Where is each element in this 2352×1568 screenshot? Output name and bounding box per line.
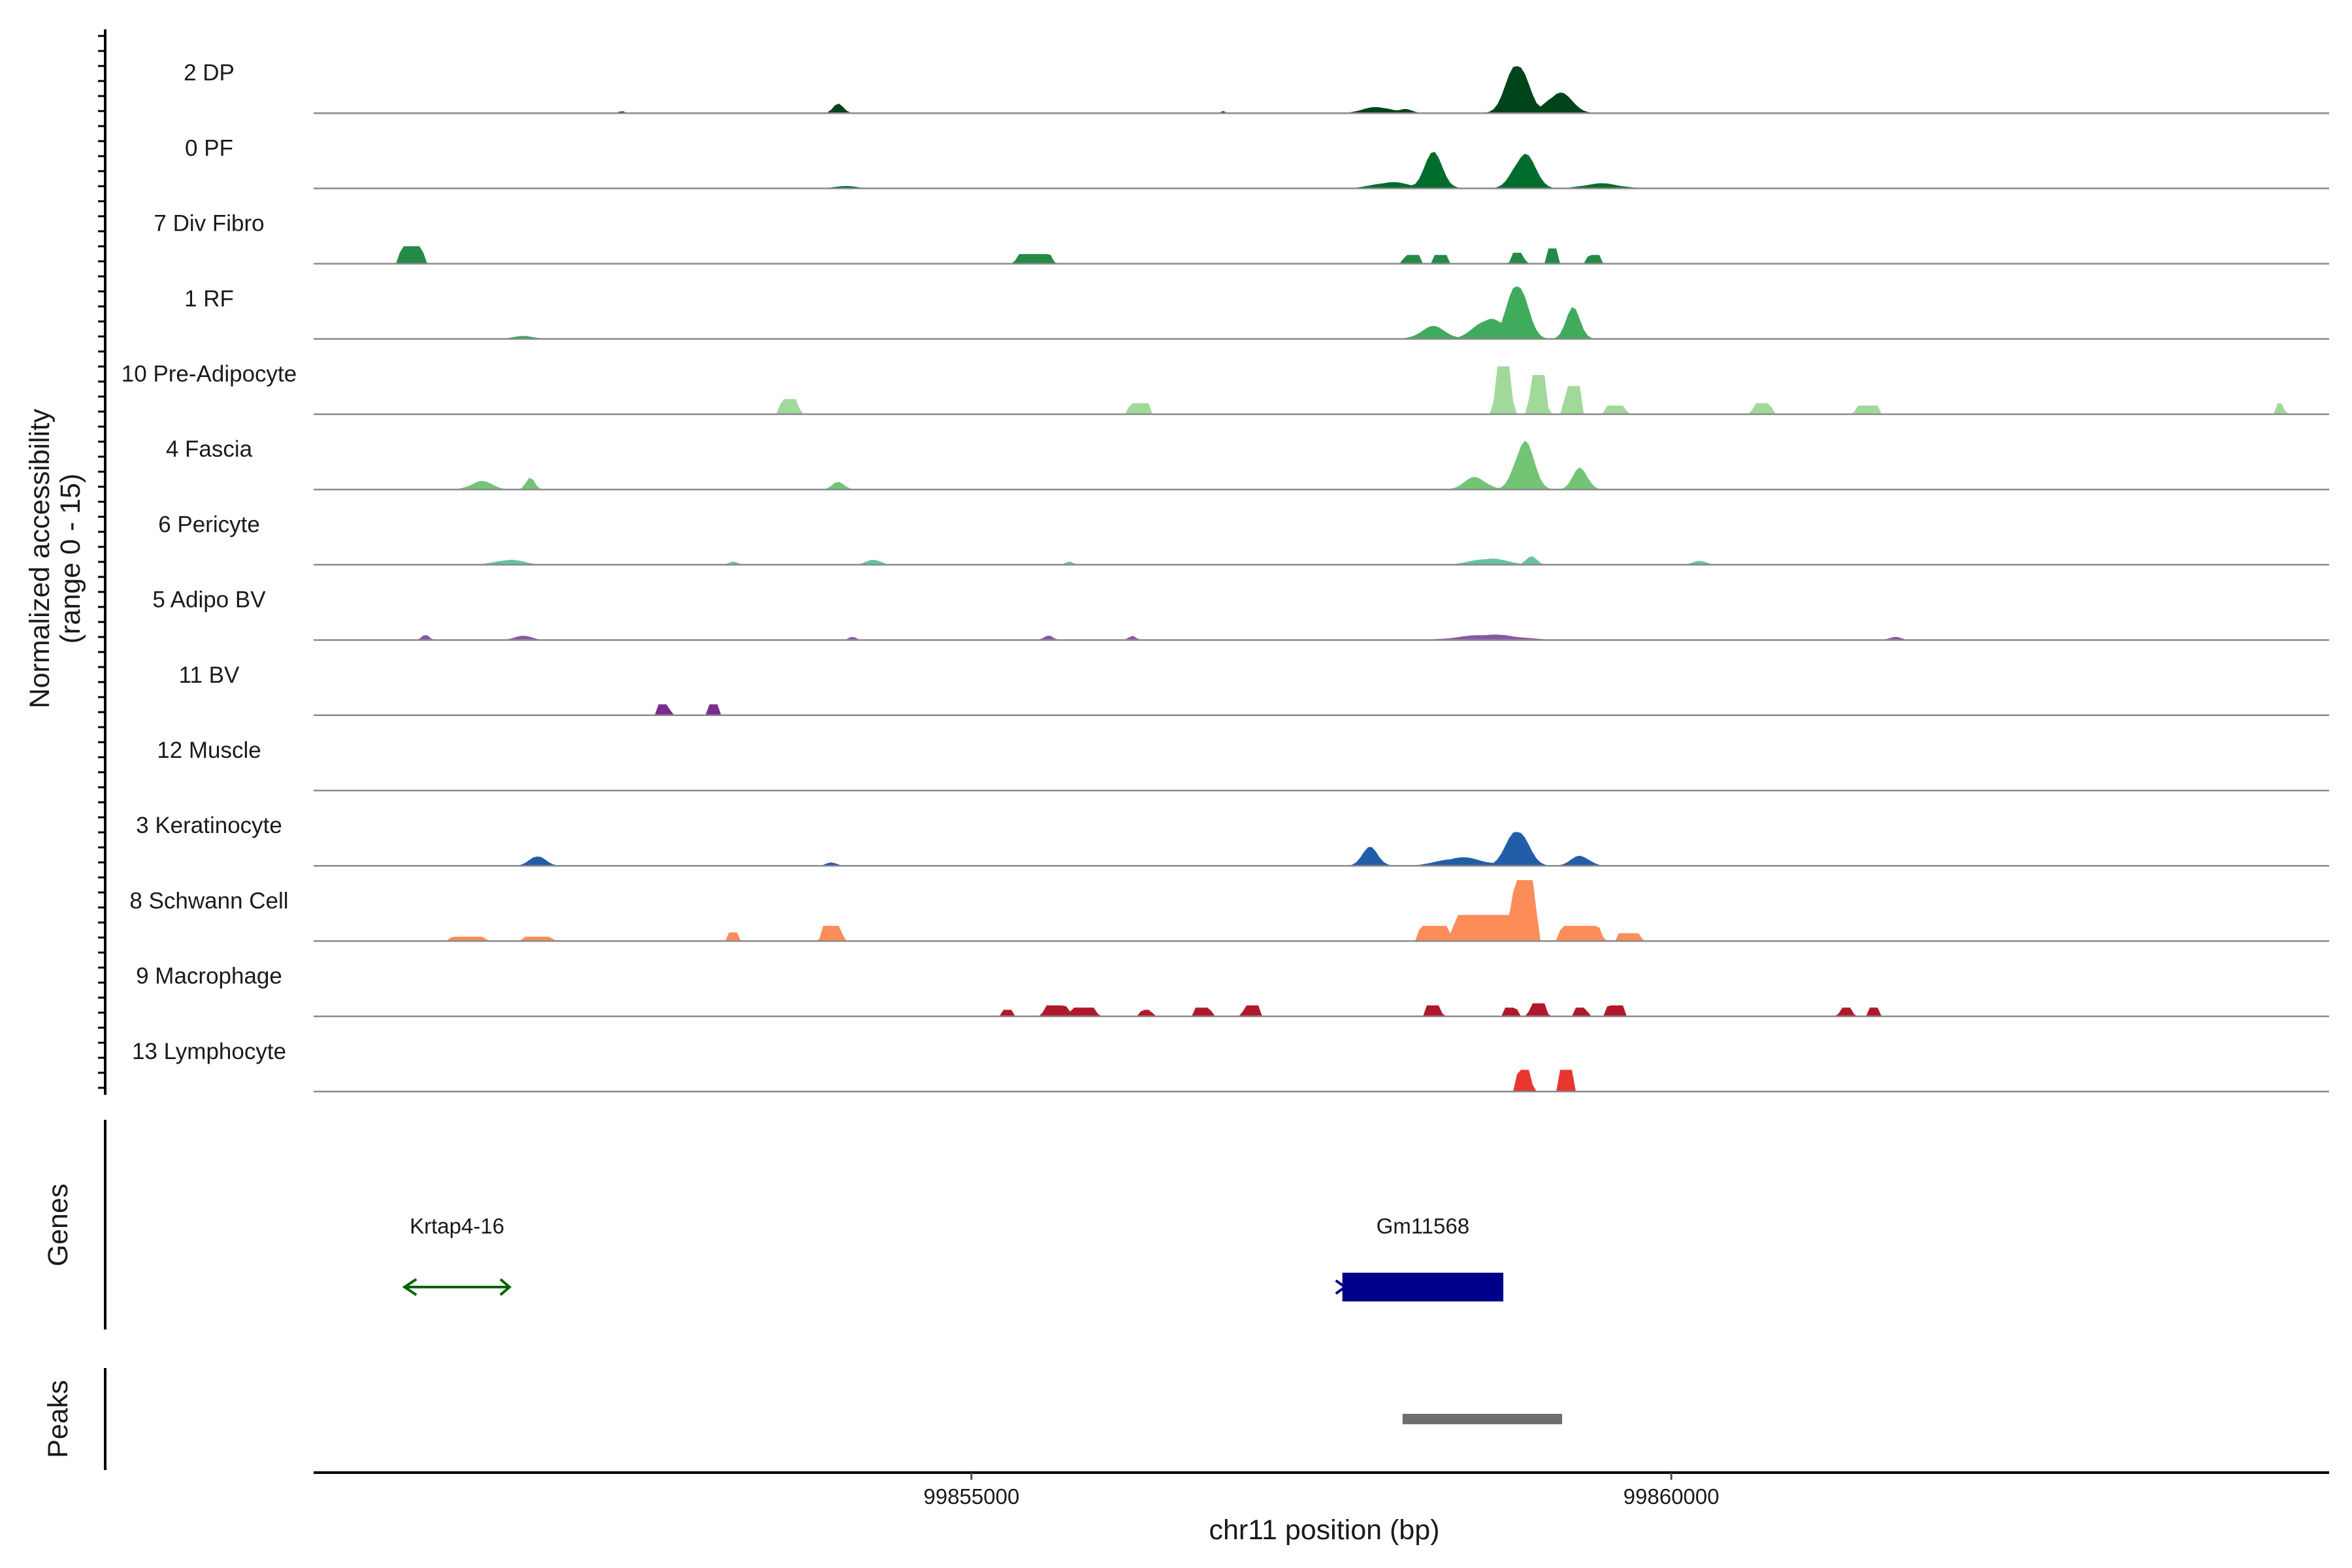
track-label: 1 RF [184,286,234,312]
track-4: 1 RF [184,286,2329,340]
track-13: 9 Macrophage [136,964,2329,1017]
genes-track-title: Genes [42,1184,74,1267]
track-label: 4 Fascia [166,436,253,462]
track-8: 5 Adipo BV [152,587,2329,641]
track-7: 6 Pericyte [158,512,2329,566]
track-10: 12 Muscle [157,738,2329,792]
track-label: 9 Macrophage [136,964,282,989]
peaks-track [1402,1414,1562,1424]
track-3: 7 Div Fibro [154,211,2329,265]
coverage-tracks: 2 DP 0 PF 7 Div Fibro 1 RF 10 Pre-Adipocyte 4… [122,60,2329,1093]
y-axis-subtitle: (range 0 - 15) [55,474,86,644]
track-label: 5 Adipo BV [152,587,266,613]
coverage-area [314,704,2329,715]
coverage-area [314,832,2329,866]
gene-gm11568: Gm11568 [1335,1214,1504,1301]
track-label: 12 Muscle [157,738,261,763]
coverage-area [314,152,2329,189]
coverage-area [314,66,2329,114]
x-tick-label: 99860000 [1624,1484,1720,1509]
coverage-area [314,880,2329,941]
track-14: 13 Lymphocyte [132,1039,2329,1093]
track-11: 3 Keratinocyte [136,813,2329,867]
coverage-area [314,440,2329,490]
track-label: 3 Keratinocyte [136,813,282,838]
track-label: 6 Pericyte [158,512,260,537]
track-5: 10 Pre-Adipocyte [122,361,2329,416]
strand-arrow-icon [402,1278,417,1296]
coverage-area [314,246,2329,264]
track-label: 8 Schwann Cell [129,888,288,913]
coverage-area [314,556,2329,565]
track-label: 11 BV [179,662,240,688]
track-1: 2 DP [184,60,2329,114]
track-label: 13 Lymphocyte [132,1039,286,1064]
x-axis-title: chr11 position (bp) [1209,1514,1440,1546]
gene-krtap4-16: Krtap4-16 [402,1214,512,1296]
coverage-area [314,1003,2329,1017]
track-label: 7 Div Fibro [154,211,264,237]
strand-arrow-icon [1335,1279,1348,1295]
coverage-area [314,366,2329,414]
gene-end-cap [499,1278,512,1296]
track-label: 10 Pre-Adipocyte [122,361,297,387]
track-12: 8 Schwann Cell [129,880,2329,942]
coverage-area [314,286,2329,339]
track-6: 4 Fascia [166,436,2329,491]
coverage-area [314,1070,2329,1092]
x-axis: 99855000 99860000 [314,1471,2329,1509]
track-9: 11 BV [179,662,2329,717]
track-label: 0 PF [185,135,233,161]
track-label: 2 DP [184,60,235,86]
x-tick-label: 99855000 [923,1484,1019,1509]
genes-track: Krtap4-16 Gm11568 [402,1214,1504,1301]
peak-region [1402,1414,1562,1424]
gene-label: Krtap4-16 [410,1214,504,1238]
coverage-y-axis [98,29,106,1095]
peaks-track-title: Peaks [42,1380,74,1458]
y-axis-title: Normalized accessibility [24,408,56,708]
gene-label: Gm11568 [1377,1214,1469,1238]
gene-body [1342,1273,1504,1301]
track-2: 0 PF [185,135,2329,189]
